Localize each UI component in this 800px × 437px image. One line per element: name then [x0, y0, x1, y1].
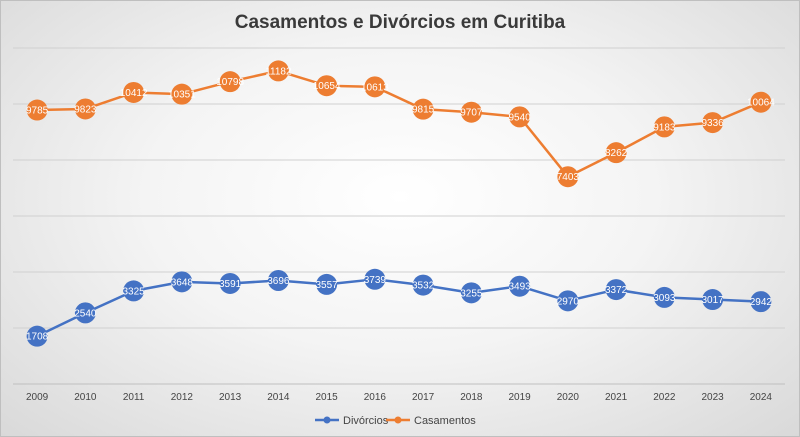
x-tick-label: 2009 — [26, 392, 49, 403]
data-point — [653, 286, 675, 308]
data-point — [412, 98, 434, 120]
x-tick-label: 2022 — [653, 392, 676, 403]
x-tick-label: 2018 — [460, 392, 483, 403]
series-line — [36, 278, 761, 338]
data-label: 2970 — [557, 296, 580, 307]
data-point — [750, 291, 772, 313]
data-label: 10064 — [747, 98, 775, 109]
data-point — [509, 275, 531, 297]
x-tick-label: 2016 — [364, 392, 387, 403]
data-label: 9815 — [412, 105, 435, 116]
data-point — [316, 75, 338, 97]
x-tick-label: 2017 — [412, 392, 435, 403]
data-point — [364, 268, 386, 290]
data-label: 3532 — [412, 281, 435, 292]
data-label: 9823 — [74, 104, 97, 115]
legend-marker — [394, 416, 402, 424]
data-point — [412, 274, 434, 296]
data-point — [171, 271, 193, 293]
data-label: 2540 — [74, 308, 97, 319]
data-label: 2942 — [750, 297, 773, 308]
x-tick-label: 2014 — [267, 392, 290, 403]
data-label: 10798 — [216, 77, 244, 88]
chart-title: Casamentos e Divórcios em Curitiba — [234, 12, 566, 33]
data-label: 3093 — [653, 293, 676, 304]
data-point — [605, 142, 627, 164]
series-line — [37, 69, 762, 178]
data-label: 7403 — [557, 172, 580, 183]
legend-marker — [323, 416, 331, 424]
data-point — [460, 101, 482, 123]
data-point — [123, 280, 145, 302]
data-label: 3648 — [171, 277, 194, 288]
x-tick-label: 2019 — [509, 392, 532, 403]
data-label: 8262 — [605, 148, 628, 159]
data-label: 10351 — [168, 90, 196, 101]
series-casamentos: 9785 9823 10412 10351 10798 11182 10654 10613 98… — [26, 60, 775, 188]
x-tick-label: 2011 — [123, 392, 145, 403]
data-point — [74, 302, 96, 324]
series-divorcios: 1708 2540 3325 3648 3591 3696 3557 3739 3532 3255… — [26, 268, 773, 347]
data-point — [653, 116, 675, 138]
legend-label: Divórcios — [343, 415, 389, 427]
data-label: 9707 — [460, 108, 483, 119]
data-point — [702, 112, 724, 134]
data-point — [509, 106, 531, 128]
data-label: 3325 — [123, 286, 146, 297]
data-label: 9785 — [26, 106, 49, 117]
x-tick-label: 2010 — [74, 392, 97, 403]
x-tick-label: 2015 — [316, 392, 339, 403]
x-tick-label: 2012 — [171, 392, 194, 403]
data-label: 3557 — [316, 280, 339, 291]
x-tick-label: 2023 — [702, 392, 725, 403]
legend-label: Casamentos — [414, 415, 476, 427]
data-point — [219, 71, 241, 93]
data-label: 3372 — [605, 285, 628, 296]
x-tick-label: 2021 — [605, 392, 628, 403]
data-point — [26, 99, 48, 121]
x-tick-label: 2020 — [557, 392, 580, 403]
data-label: 3493 — [509, 282, 532, 293]
data-point — [123, 81, 145, 103]
data-label: 11182 — [265, 66, 292, 77]
data-label: 3017 — [702, 295, 725, 306]
data-label: 1708 — [26, 332, 49, 343]
data-label: 10654 — [313, 81, 341, 92]
data-point — [460, 282, 482, 304]
legend-item-divorcios: Divórcios — [315, 415, 389, 427]
data-label: 3696 — [267, 276, 290, 287]
data-point — [557, 166, 579, 188]
data-point — [316, 273, 338, 295]
data-point — [267, 270, 289, 292]
data-point — [219, 272, 241, 294]
legend: Divórcios Casamentos — [315, 415, 476, 427]
x-axis-ticks: 2009 2010 2011 2012 2013 2014 2015 2016 2017 2018… — [26, 392, 772, 403]
data-label: 9540 — [509, 112, 532, 123]
data-point — [605, 279, 627, 301]
data-label: 3739 — [364, 275, 387, 286]
data-point — [557, 290, 579, 312]
data-label: 9183 — [653, 122, 676, 133]
gridlines — [13, 47, 785, 385]
data-point — [750, 91, 772, 113]
legend-item-casamentos: Casamentos — [386, 415, 476, 427]
x-tick-label: 2013 — [219, 392, 242, 403]
data-label: 10412 — [120, 88, 148, 99]
data-point — [267, 60, 289, 82]
data-label: 9336 — [702, 118, 725, 129]
data-point — [364, 76, 386, 98]
data-label: 3255 — [460, 288, 483, 299]
data-point — [74, 98, 96, 120]
data-point — [702, 289, 724, 311]
data-label: 10613 — [361, 82, 389, 93]
data-point — [26, 325, 48, 347]
data-point — [171, 83, 193, 105]
data-label: 3591 — [219, 279, 242, 290]
x-tick-label: 2024 — [750, 392, 773, 403]
